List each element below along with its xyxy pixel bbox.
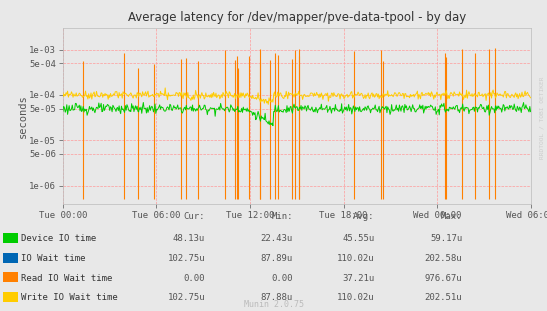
Text: Read IO Wait time: Read IO Wait time: [21, 274, 112, 282]
Text: 102.75u: 102.75u: [167, 293, 205, 302]
Text: 202.51u: 202.51u: [424, 293, 462, 302]
Text: RRDTOOL / TOBI OETIKER: RRDTOOL / TOBI OETIKER: [539, 77, 544, 160]
Text: Min:: Min:: [271, 212, 293, 221]
Text: IO Wait time: IO Wait time: [21, 254, 85, 263]
Text: 976.67u: 976.67u: [424, 274, 462, 282]
Text: 110.02u: 110.02u: [337, 254, 375, 263]
Text: 59.17u: 59.17u: [430, 234, 462, 243]
Text: 110.02u: 110.02u: [337, 293, 375, 302]
Text: 48.13u: 48.13u: [173, 234, 205, 243]
Title: Average latency for /dev/mapper/pve-data-tpool - by day: Average latency for /dev/mapper/pve-data…: [127, 11, 466, 24]
Text: Max:: Max:: [441, 212, 462, 221]
Text: Write IO Wait time: Write IO Wait time: [21, 293, 118, 302]
Text: Cur:: Cur:: [184, 212, 205, 221]
Text: 102.75u: 102.75u: [167, 254, 205, 263]
Text: 0.00: 0.00: [184, 274, 205, 282]
Text: 37.21u: 37.21u: [342, 274, 375, 282]
Text: Avg:: Avg:: [353, 212, 375, 221]
Text: 87.89u: 87.89u: [260, 254, 293, 263]
Text: Munin 2.0.75: Munin 2.0.75: [243, 300, 304, 309]
Text: 87.88u: 87.88u: [260, 293, 293, 302]
Text: Device IO time: Device IO time: [21, 234, 96, 243]
Text: 45.55u: 45.55u: [342, 234, 375, 243]
Text: 22.43u: 22.43u: [260, 234, 293, 243]
Y-axis label: seconds: seconds: [18, 94, 28, 138]
Text: 0.00: 0.00: [271, 274, 293, 282]
Text: 202.58u: 202.58u: [424, 254, 462, 263]
